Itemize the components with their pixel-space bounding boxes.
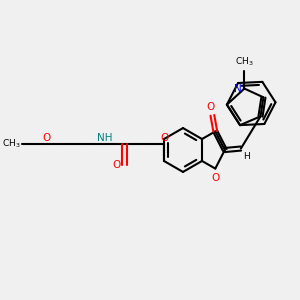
Text: NH: NH [97, 133, 112, 143]
Text: CH$_3$: CH$_3$ [235, 55, 254, 68]
Text: N: N [234, 84, 242, 94]
Text: O: O [42, 133, 50, 143]
Text: O: O [160, 133, 169, 143]
Text: CH$_3$: CH$_3$ [2, 138, 21, 150]
Text: H: H [243, 152, 250, 161]
Text: O: O [113, 160, 121, 170]
Text: O: O [207, 102, 215, 112]
Text: O: O [212, 173, 220, 183]
